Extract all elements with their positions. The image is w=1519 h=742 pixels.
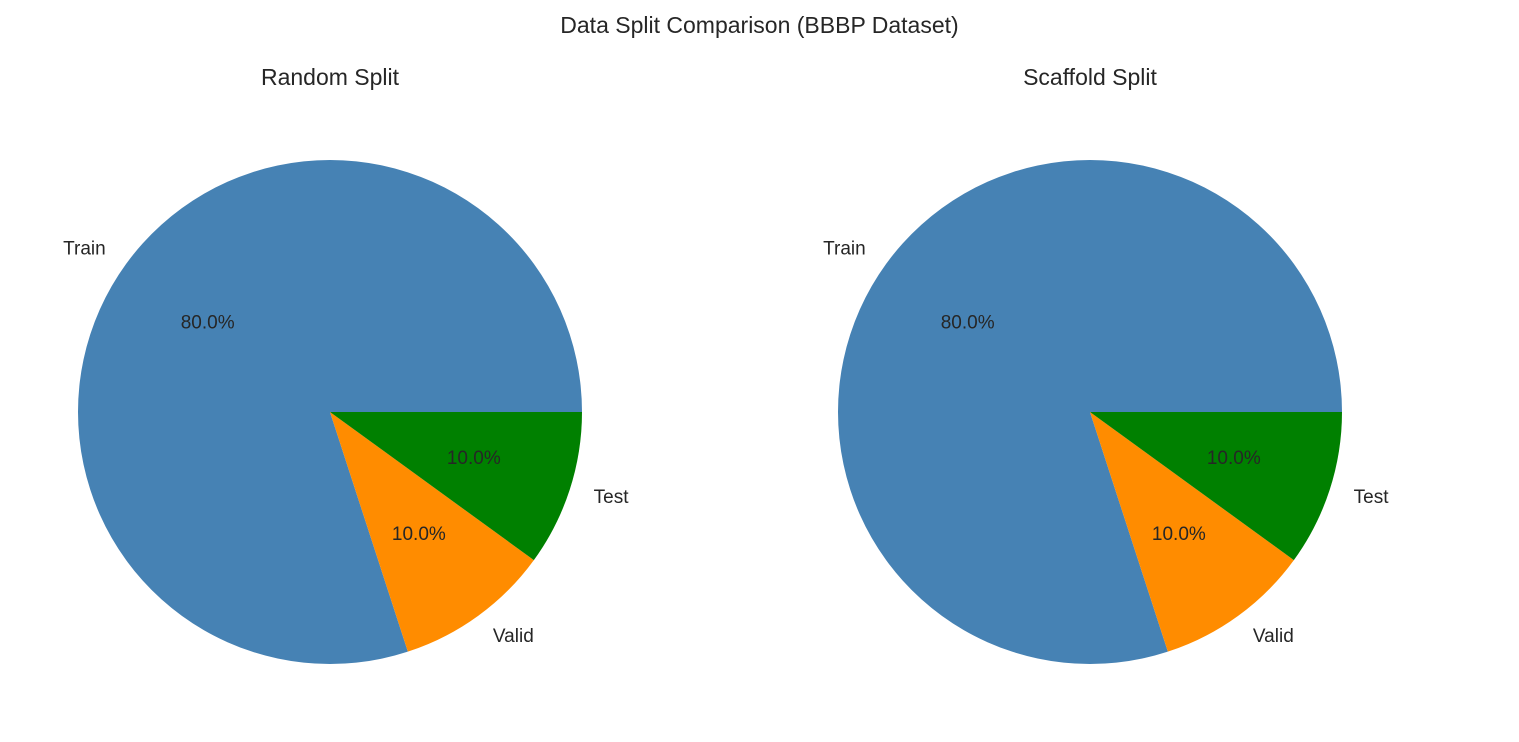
slice-label-test: Test [1354, 487, 1390, 508]
random-split-title: Random Split [260, 64, 400, 90]
pie-slice-valid [330, 412, 534, 652]
slice-percent-train: 80.0% [941, 313, 995, 334]
slice-percent-train: 80.0% [181, 313, 235, 334]
slice-label-valid: Valid [1253, 626, 1294, 647]
pie-slice-train [78, 160, 583, 665]
scaffold-split-pie-chart: Train 80.0% Valid 10.0% Test 10.0% [823, 160, 1390, 665]
pie-slice-train [838, 160, 1342, 665]
slice-label-train: Train [63, 239, 106, 260]
pie-slice-test [1090, 412, 1342, 561]
scaffold-split-title: Scaffold Split [1023, 64, 1157, 90]
pie-slice-valid [1090, 412, 1294, 652]
slice-percent-test: 10.0% [1207, 448, 1261, 469]
random-split-panel: Random Split Train 80.0% Valid 10.0% Test 10.… [63, 64, 630, 665]
random-split-pie-chart: Train 80.0% Valid 10.0% Test 10.0% [63, 160, 630, 665]
slice-label-test: Test [594, 487, 630, 508]
slice-percent-valid: 10.0% [1152, 524, 1206, 545]
slice-label-train: Train [823, 239, 866, 260]
pie-slice-test [330, 412, 582, 561]
scaffold-split-panel: Scaffold Split Train 80.0% Valid 10.0% Test 1… [760, 0, 1519, 742]
slice-percent-valid: 10.0% [392, 524, 446, 545]
slice-label-valid: Valid [493, 626, 534, 647]
slice-percent-test: 10.0% [447, 448, 501, 469]
figure-title: Data Split Comparison (BBBP Dataset) [560, 12, 959, 38]
